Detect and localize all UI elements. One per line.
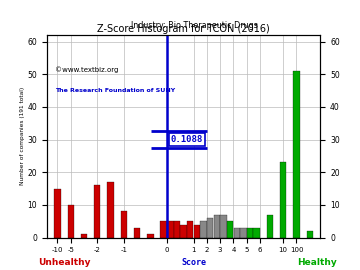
Bar [107, 182, 114, 238]
Bar [167, 221, 174, 238]
Text: 0.1088: 0.1088 [171, 135, 203, 144]
Title: Z-Score Histogram for TCON (2016): Z-Score Histogram for TCON (2016) [97, 24, 270, 34]
Text: ©www.textbiz.org: ©www.textbiz.org [55, 66, 118, 73]
Y-axis label: Number of companies (191 total): Number of companies (191 total) [19, 87, 24, 185]
Bar [207, 218, 213, 238]
Bar [194, 225, 200, 238]
Bar [54, 189, 60, 238]
Bar [240, 228, 247, 238]
Bar [161, 221, 167, 238]
Bar [81, 234, 87, 238]
Bar [68, 205, 74, 238]
Bar [253, 228, 260, 238]
Bar [213, 215, 220, 238]
Bar [227, 221, 233, 238]
Text: Healthy: Healthy [297, 258, 337, 266]
Bar [307, 231, 313, 238]
Bar [220, 215, 227, 238]
Text: Unhealthy: Unhealthy [39, 258, 91, 266]
Text: Industry: Bio Therapeutic Drugs: Industry: Bio Therapeutic Drugs [131, 21, 258, 30]
Bar [267, 215, 273, 238]
Bar [293, 71, 300, 238]
Bar [121, 211, 127, 238]
Text: Score: Score [182, 258, 207, 266]
Bar [147, 234, 154, 238]
Bar [200, 221, 207, 238]
Bar [187, 221, 193, 238]
Bar [234, 228, 240, 238]
Bar [180, 225, 187, 238]
Bar [134, 228, 140, 238]
Bar [94, 185, 100, 238]
Bar [247, 228, 253, 238]
Text: The Research Foundation of SUNY: The Research Foundation of SUNY [55, 88, 175, 93]
Bar [280, 163, 287, 238]
Bar [174, 221, 180, 238]
